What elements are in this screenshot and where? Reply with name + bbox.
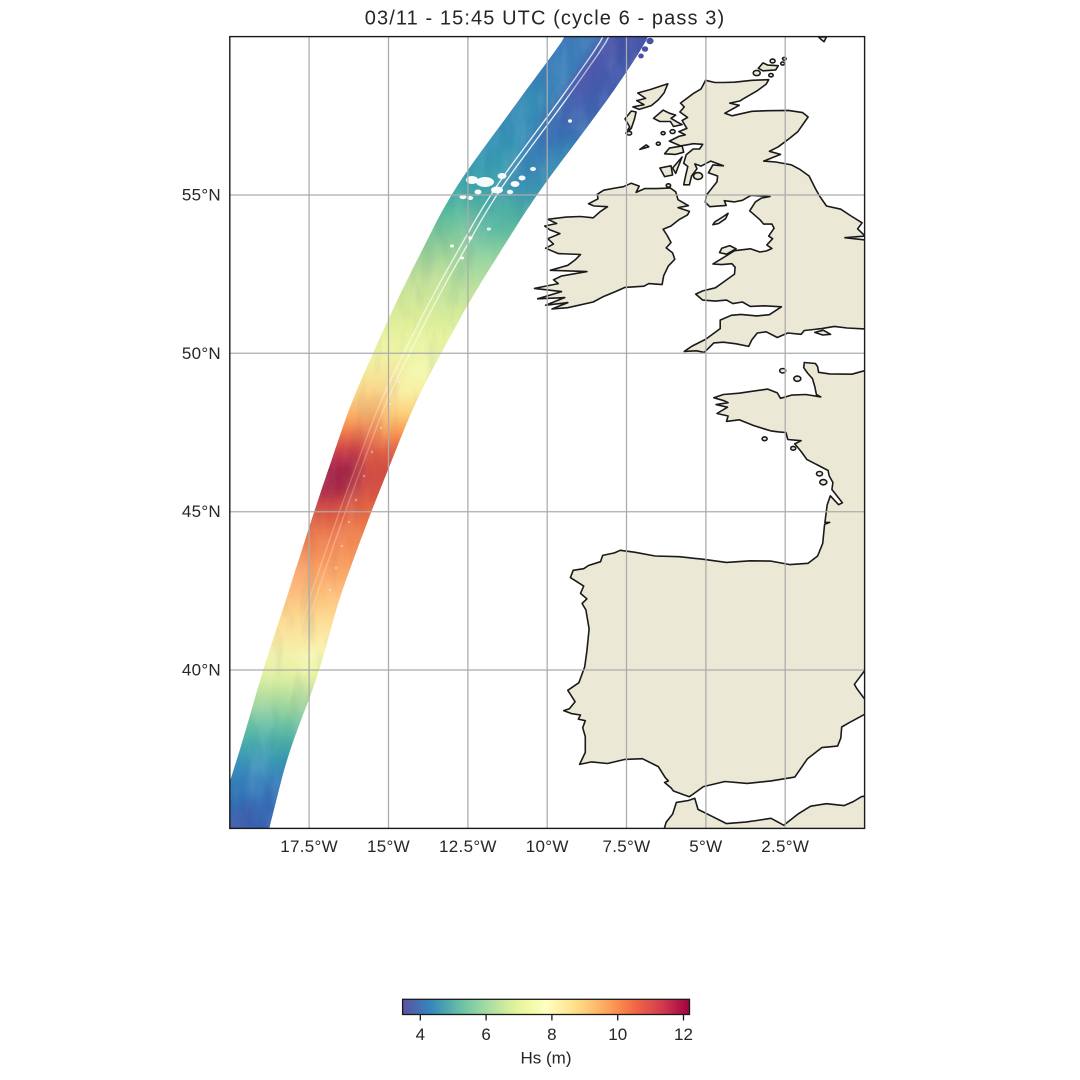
svg-text:6: 6	[481, 1025, 490, 1044]
svg-text:5°W: 5°W	[689, 837, 722, 856]
svg-text:03/11 - 15:45 UTC (cycle 6 - p: 03/11 - 15:45 UTC (cycle 6 - pass 3)	[365, 8, 725, 30]
svg-text:4: 4	[416, 1025, 425, 1044]
svg-text:15°W: 15°W	[367, 837, 410, 856]
svg-text:45°N: 45°N	[182, 502, 221, 521]
svg-text:10: 10	[608, 1025, 627, 1044]
svg-text:8: 8	[547, 1025, 556, 1044]
svg-text:12.5°W: 12.5°W	[439, 837, 497, 856]
svg-text:17.5°W: 17.5°W	[280, 837, 338, 856]
svg-text:55°N: 55°N	[182, 186, 221, 205]
svg-text:2.5°W: 2.5°W	[761, 837, 809, 856]
svg-text:Hs (m): Hs (m)	[521, 1049, 572, 1068]
svg-text:7.5°W: 7.5°W	[603, 837, 651, 856]
svg-text:50°N: 50°N	[182, 344, 221, 363]
svg-text:12: 12	[674, 1025, 693, 1044]
svg-text:10°W: 10°W	[526, 837, 569, 856]
svg-text:40°N: 40°N	[182, 661, 221, 680]
